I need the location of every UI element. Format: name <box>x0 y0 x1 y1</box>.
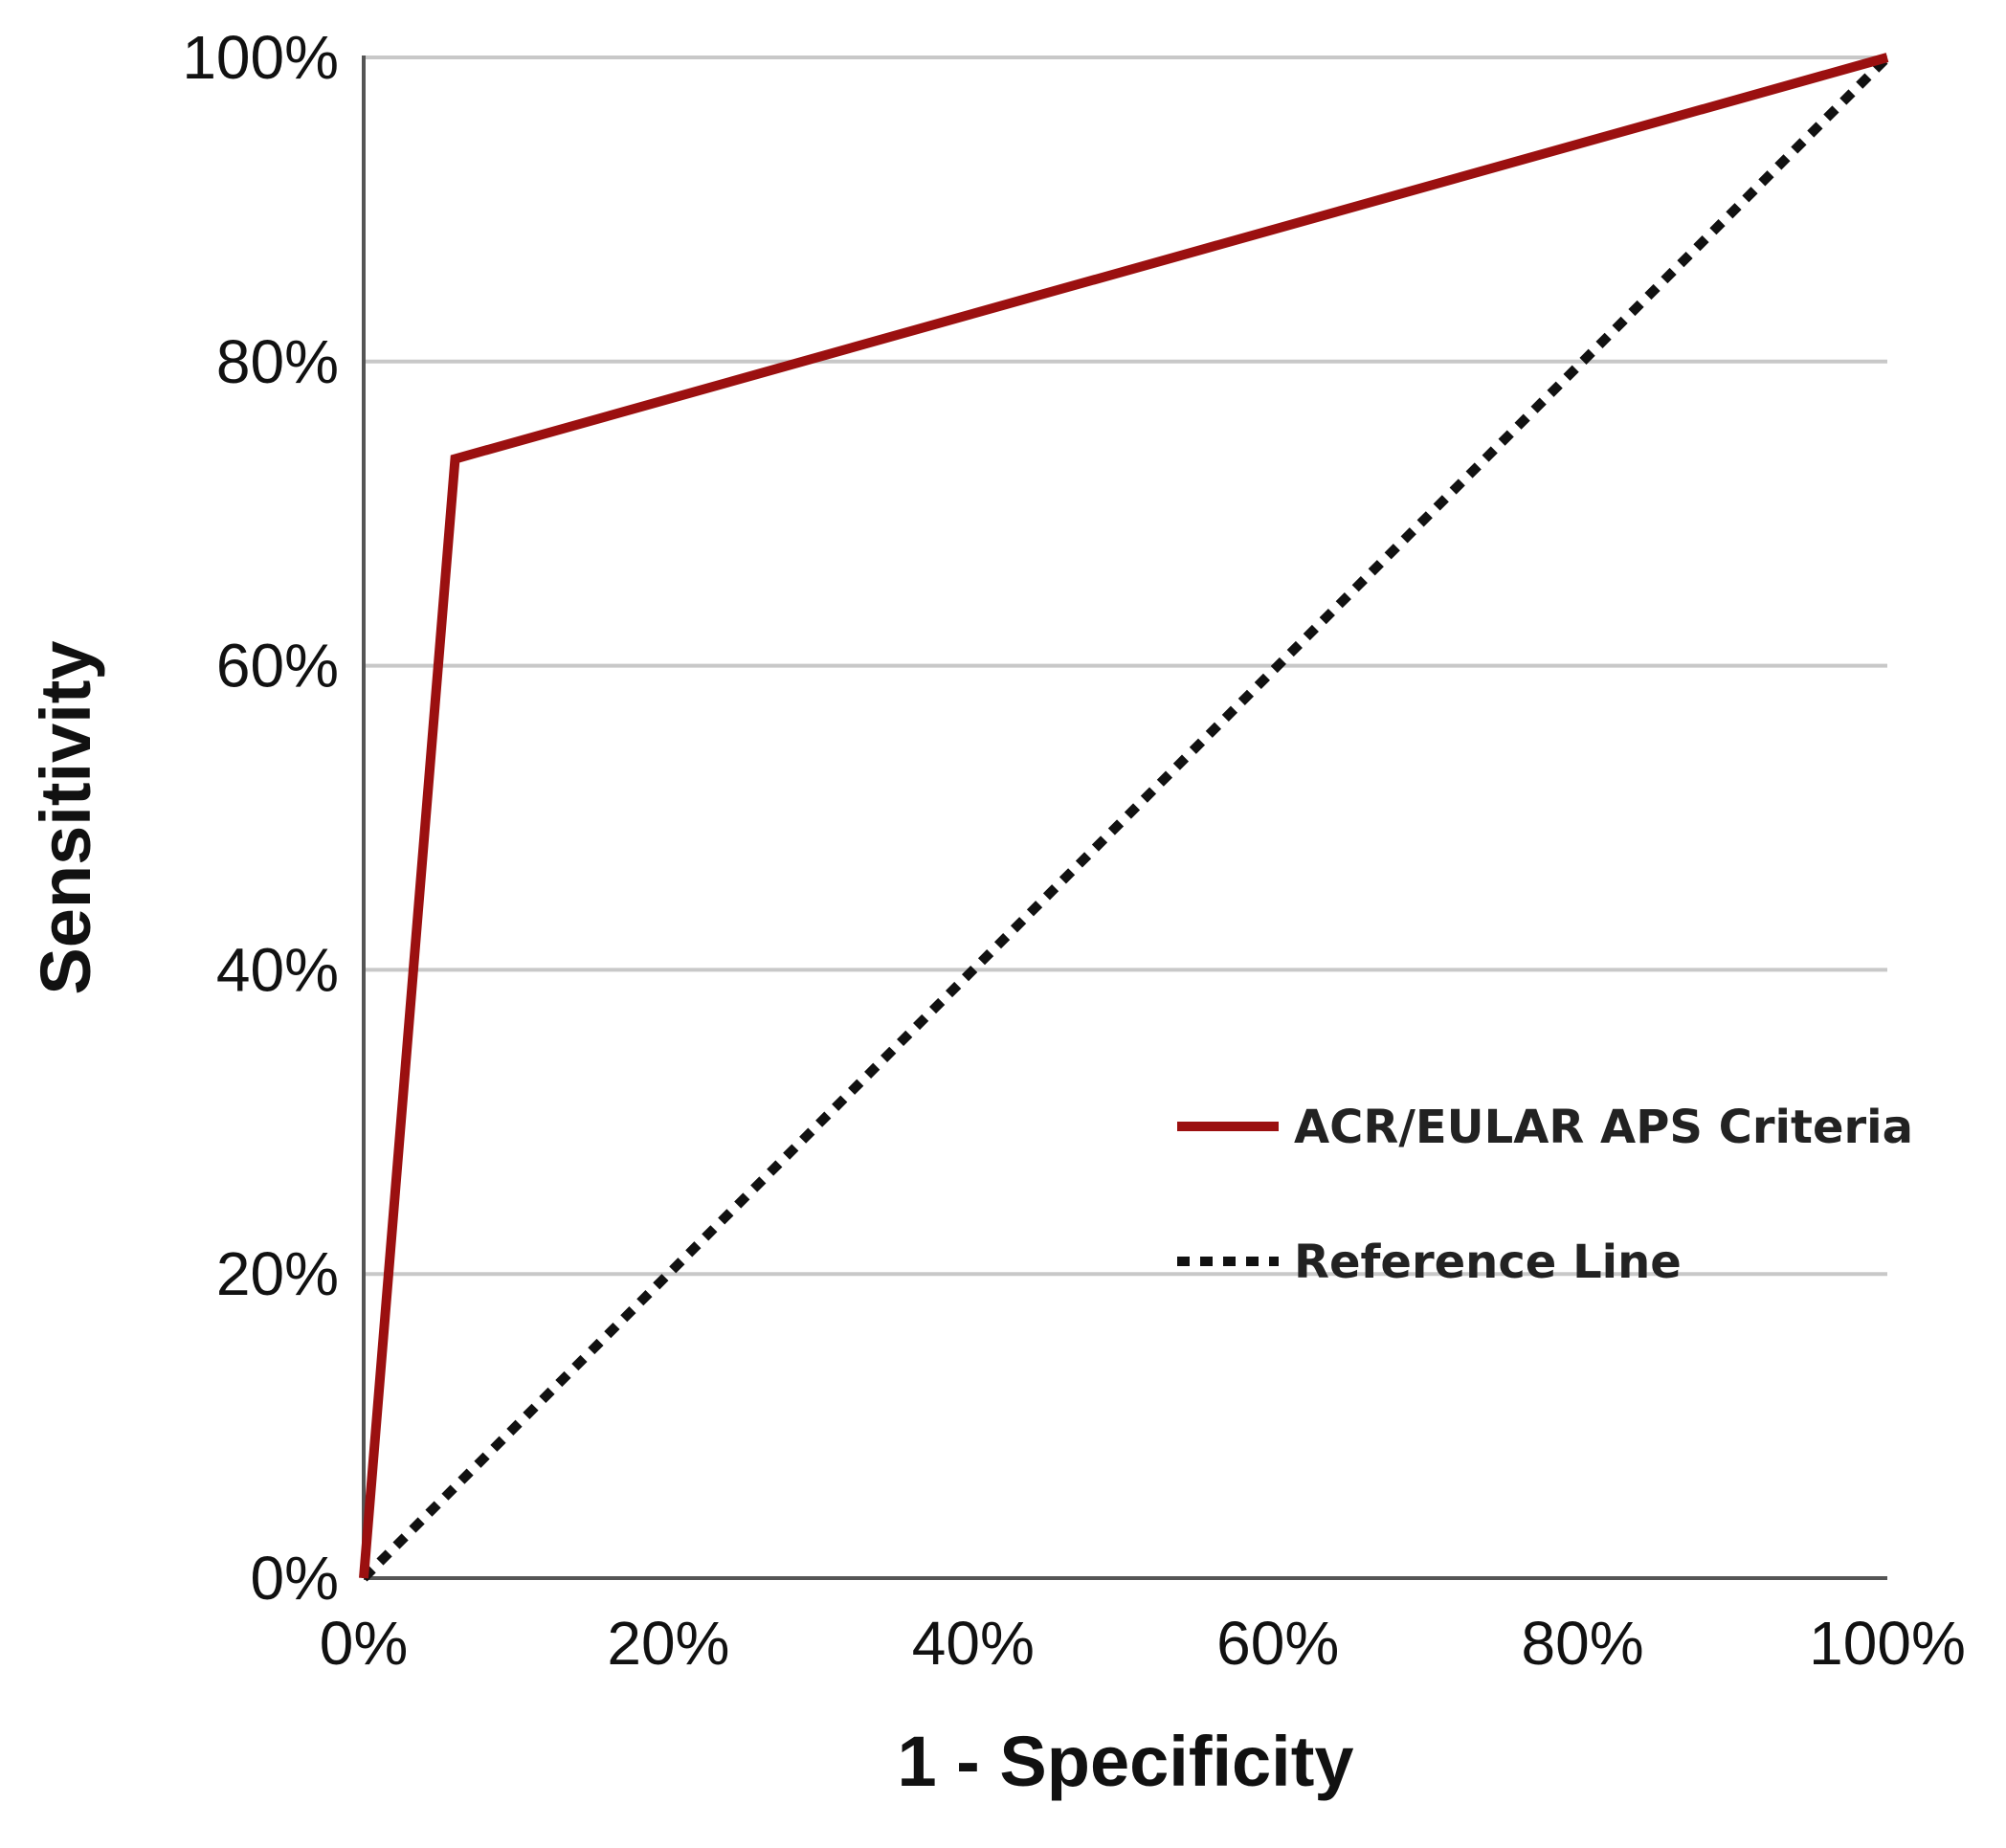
x-tick-label-0: 0% <box>320 1609 409 1678</box>
x-tick-label-5: 100% <box>1809 1609 1966 1678</box>
series-layer <box>359 53 1891 1582</box>
y-tick-label-5: 100% <box>182 23 339 92</box>
x-axis-title: 1 - Specificity <box>897 1722 1353 1801</box>
x-tick-labels: 0% 20% 40% 60% 80% 100% <box>320 1609 1966 1678</box>
legend: ACR/EULAR APS Criteria Reference Line <box>1177 1101 1913 1289</box>
y-tick-labels: 0% 20% 40% 60% 80% 100% <box>182 23 339 1613</box>
x-tick-label-1: 20% <box>607 1609 729 1678</box>
legend-label-reference: Reference Line <box>1294 1236 1682 1289</box>
legend-label-acr-eular: ACR/EULAR APS Criteria <box>1294 1101 1913 1154</box>
axes <box>362 56 1887 1580</box>
y-tick-label-4: 80% <box>216 327 339 396</box>
y-tick-label-2: 40% <box>216 935 339 1004</box>
y-tick-label-3: 60% <box>216 632 339 701</box>
series-line-1 <box>360 54 1891 1582</box>
y-tick-label-1: 20% <box>216 1239 339 1308</box>
y-axis-title: Sensitivity <box>26 640 105 994</box>
y-tick-label-0: 0% <box>251 1544 340 1613</box>
series-line-0 <box>359 53 1889 1579</box>
x-tick-label-2: 40% <box>912 1609 1035 1678</box>
gridlines <box>364 56 1887 1277</box>
x-tick-label-4: 80% <box>1522 1609 1644 1678</box>
x-tick-label-3: 60% <box>1216 1609 1339 1678</box>
